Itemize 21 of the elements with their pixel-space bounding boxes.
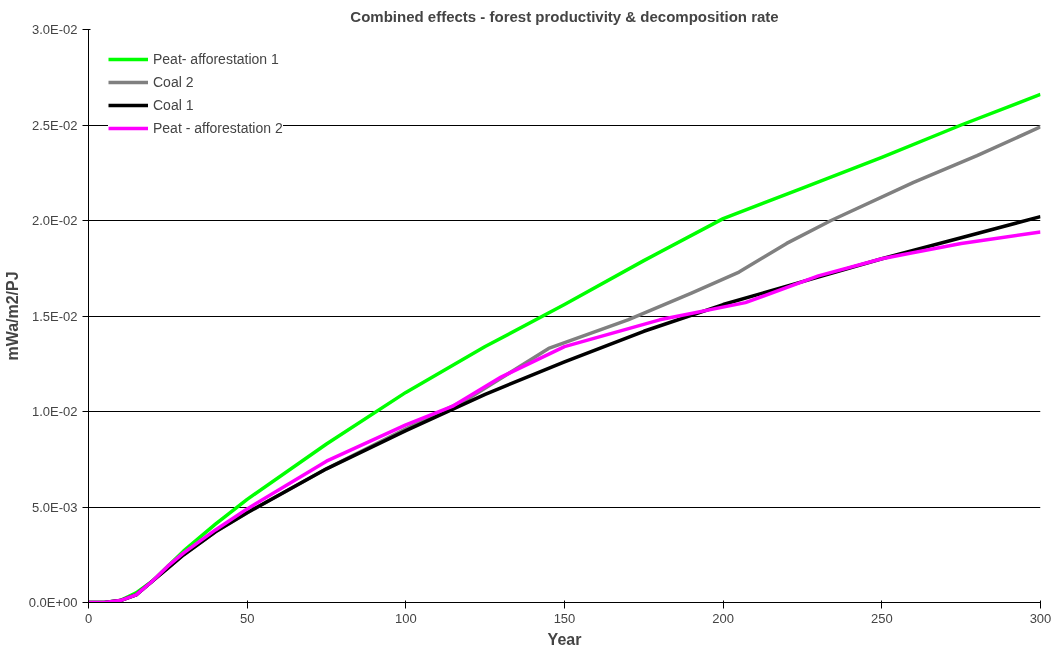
y-tick-label: 5.0E-03 bbox=[31, 499, 78, 515]
x-tick-label: 200 bbox=[712, 610, 735, 626]
y-tick-label: 1.0E-02 bbox=[31, 404, 78, 419]
y-tick-label: 1.5E-02 bbox=[31, 308, 78, 324]
legend-label: Peat - afforestation 2 bbox=[153, 120, 283, 136]
y-axis-title: mWa/m2/PJ bbox=[3, 271, 21, 361]
x-tick-label: 150 bbox=[553, 610, 576, 626]
x-tick-label: 300 bbox=[1029, 610, 1052, 626]
y-tick-label: 3.0E-02 bbox=[31, 22, 78, 37]
x-tick-label: 100 bbox=[394, 610, 417, 626]
legend-label: Coal 1 bbox=[153, 97, 194, 113]
legend-label: Coal 2 bbox=[153, 74, 194, 90]
legend-label: Peat- afforestation 1 bbox=[153, 51, 279, 67]
chart-title: Combined effects - forest productivity & decomposition rate bbox=[350, 7, 779, 25]
x-tick-label: 250 bbox=[870, 610, 893, 626]
x-tick-label: 50 bbox=[239, 610, 255, 626]
y-tick-label: 2.5E-02 bbox=[31, 117, 78, 133]
x-axis-title: Year bbox=[547, 630, 582, 648]
y-tick-label: 2.0E-02 bbox=[31, 213, 78, 228]
y-tick-label: 0.0E+00 bbox=[28, 595, 78, 610]
x-tick-label: 0 bbox=[84, 610, 93, 626]
